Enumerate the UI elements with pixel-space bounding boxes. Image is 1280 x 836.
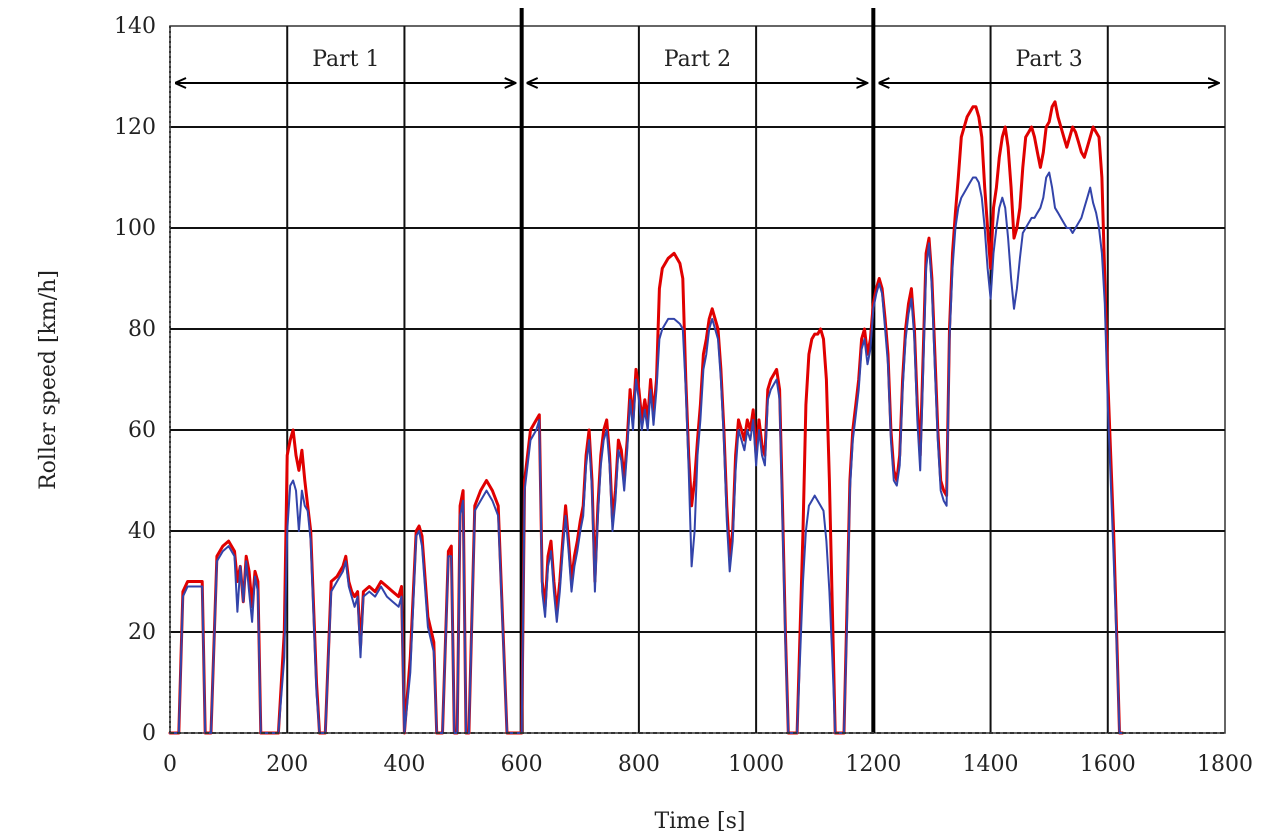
blue-speed-line bbox=[169, 171, 1124, 734]
x-tick-label: 1000 bbox=[728, 752, 784, 777]
y-axis-title: Roller speed [km/h] bbox=[36, 270, 61, 490]
y-tick-label: 80 bbox=[128, 317, 156, 342]
x-tick-label: 1200 bbox=[845, 752, 901, 777]
y-tick-label: 40 bbox=[128, 519, 156, 544]
part-label: Part 1 bbox=[312, 47, 379, 72]
grid-lines bbox=[169, 25, 1226, 734]
red-speed-line bbox=[168, 100, 1124, 735]
part-label: Part 2 bbox=[664, 47, 731, 72]
y-tick-label: 20 bbox=[128, 620, 156, 645]
x-tick-label: 1800 bbox=[1197, 752, 1253, 777]
x-tick-label: 0 bbox=[163, 752, 177, 777]
x-axis-title: Time [s] bbox=[654, 809, 745, 834]
y-tick-label: 60 bbox=[128, 418, 156, 443]
x-tick-label: 400 bbox=[383, 752, 425, 777]
y-tick-label: 100 bbox=[114, 216, 156, 241]
part-annotations: Part 1 Part 2 Part 3 bbox=[176, 8, 1219, 733]
x-tick-label: 800 bbox=[618, 752, 660, 777]
y-tick-label: 140 bbox=[114, 14, 156, 39]
x-tick-label: 600 bbox=[501, 752, 543, 777]
axes: 0 200 400 600 800 1000 1200 1400 1600 1800 0 20 40 60… bbox=[114, 14, 1253, 777]
part-label: Part 3 bbox=[1016, 47, 1083, 72]
y-tick-label: 0 bbox=[142, 721, 156, 746]
x-tick-label: 1400 bbox=[963, 752, 1019, 777]
y-tick-label: 120 bbox=[114, 115, 156, 140]
x-tick-label: 200 bbox=[266, 752, 308, 777]
x-tick-label: 1600 bbox=[1080, 752, 1136, 777]
data-series bbox=[168, 100, 1124, 735]
